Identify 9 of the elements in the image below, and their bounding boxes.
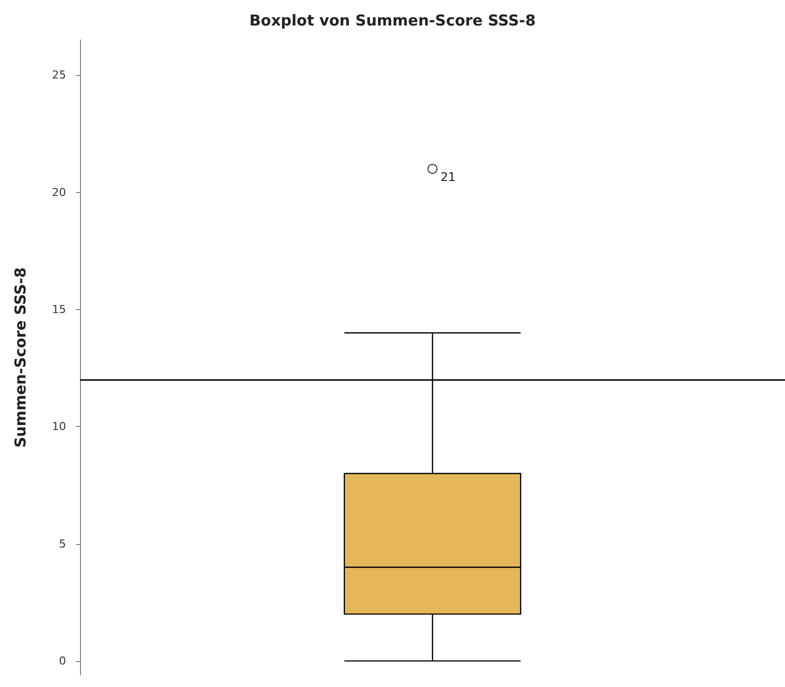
y-tick-label: 15 [52,302,66,316]
y-tick-label: 25 [52,68,66,82]
y-tick-label: 5 [59,537,66,550]
y-axis-title: Summen-Score SSS-8 [12,267,30,448]
y-tick-label: 0 [59,654,66,668]
chart-title: Boxplot von Summen-Score SSS-8 [249,12,536,30]
y-tick-label: 10 [52,420,66,434]
annotation: 21 [440,170,456,184]
y-tick-label: 20 [52,186,66,199]
